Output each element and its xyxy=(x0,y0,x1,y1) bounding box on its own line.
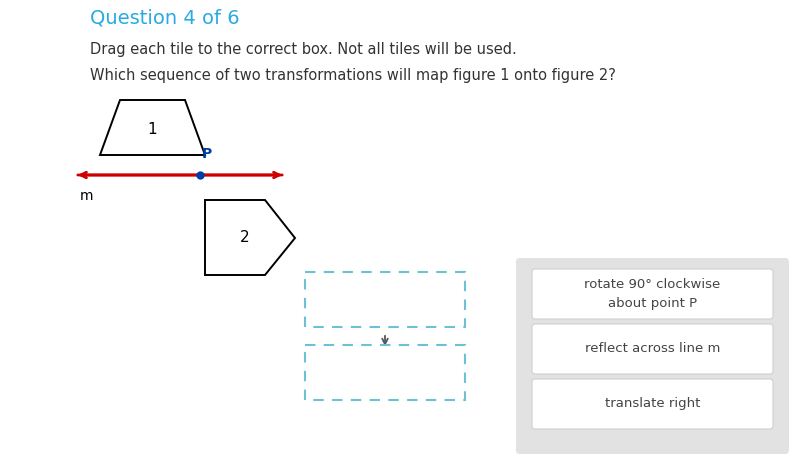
Text: Which sequence of two transformations will map figure 1 onto figure 2?: Which sequence of two transformations wi… xyxy=(90,68,616,83)
Text: Question 4 of 6: Question 4 of 6 xyxy=(90,8,240,27)
FancyBboxPatch shape xyxy=(532,269,773,319)
Text: P: P xyxy=(202,147,212,161)
FancyBboxPatch shape xyxy=(532,324,773,374)
Text: reflect across line m: reflect across line m xyxy=(585,343,720,355)
Text: Drag each tile to the correct box. Not all tiles will be used.: Drag each tile to the correct box. Not a… xyxy=(90,42,517,57)
Text: translate right: translate right xyxy=(605,398,700,410)
FancyBboxPatch shape xyxy=(516,258,789,454)
Text: rotate 90° clockwise
about point P: rotate 90° clockwise about point P xyxy=(584,278,721,310)
Text: m: m xyxy=(80,189,94,203)
Text: 1: 1 xyxy=(147,122,157,137)
Text: 2: 2 xyxy=(240,230,250,245)
FancyBboxPatch shape xyxy=(532,379,773,429)
